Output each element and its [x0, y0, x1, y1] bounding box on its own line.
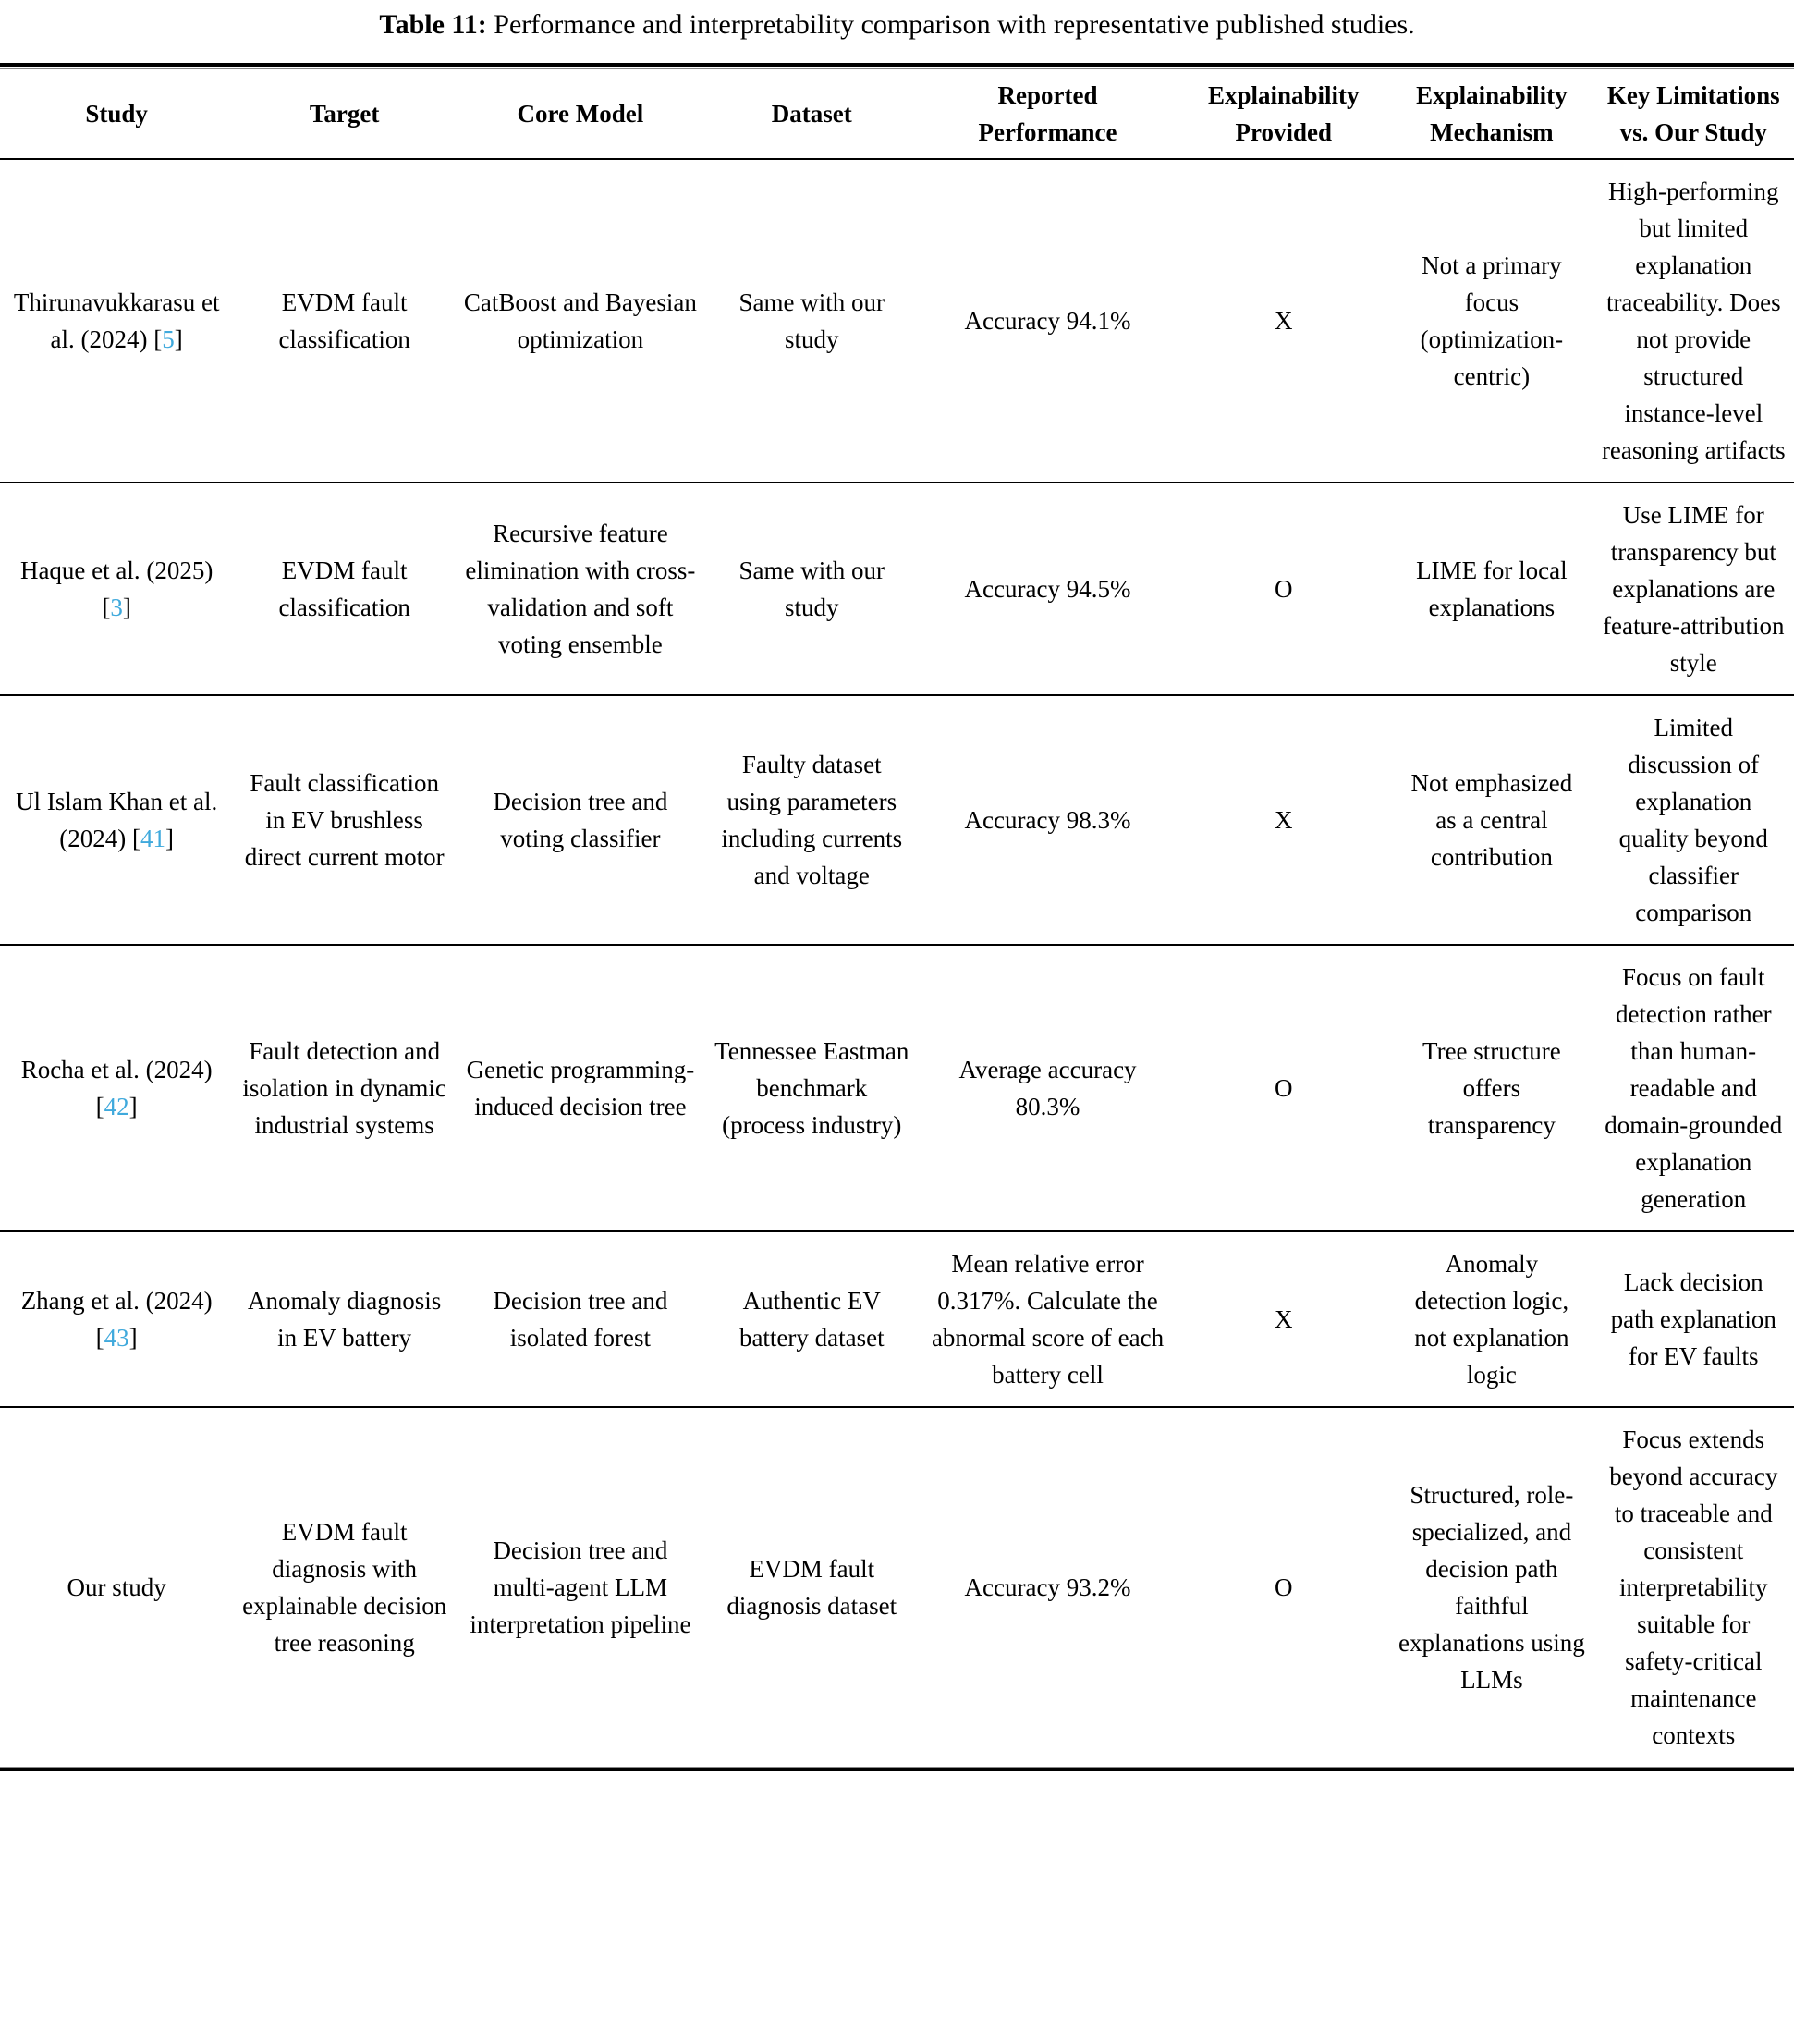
explainability-provided-cell: O	[1177, 1406, 1391, 1767]
explainability-mechanism-cell: LIME for local explanations	[1390, 482, 1593, 695]
explainability-mechanism-cell: Anomaly detection logic, not explanation…	[1390, 1230, 1593, 1407]
explainability-provided-cell: X	[1177, 1230, 1391, 1407]
explainability-provided-cell: O	[1177, 482, 1391, 695]
explainability-mechanism-cell: Not emphasized as a central contribution	[1390, 694, 1593, 945]
citation-link[interactable]: 43	[104, 1324, 129, 1352]
study-text: ]	[174, 325, 183, 353]
explainability-provided-cell: X	[1275, 307, 1293, 335]
study-text: Haque et al. (2025) [	[19, 557, 214, 621]
study-text: Zhang et al. (2024) [	[20, 1287, 213, 1352]
dataset-cell: Tennessee Eastman benchmark (process ind…	[704, 944, 919, 1231]
citation-link[interactable]: 42	[104, 1093, 129, 1120]
study-text: ]	[122, 594, 131, 621]
performance-cell: Accuracy 93.2%	[918, 1406, 1178, 1767]
target-cell: EVDM fault classification	[278, 288, 410, 353]
table-caption-text: Performance and interpretability compari…	[486, 9, 1415, 40]
header-row: Study Target Core Model Dataset Reported…	[0, 69, 1794, 160]
performance-cell: Average accuracy 80.3%	[918, 944, 1178, 1231]
core-model-cell: Decision tree and isolated forest	[456, 1230, 705, 1407]
study-cell: Rocha et al. (2024) [42]	[0, 944, 234, 1231]
limitations-cell: Focus on fault detection rather than hum…	[1593, 944, 1794, 1231]
col-header-key-limitations: Key Limitations vs. Our Study	[1593, 69, 1794, 160]
comparison-table: Study Target Core Model Dataset Reported…	[0, 69, 1794, 1767]
limitations-cell: Focus extends beyond accuracy to traceab…	[1593, 1406, 1794, 1767]
explainability-mechanism-cell: Tree structure offers transparency	[1390, 944, 1593, 1231]
col-header-target: Target	[233, 69, 456, 160]
study-text: Thirunavukkarasu et al. (2024) [	[13, 288, 220, 353]
performance-cell: Accuracy 98.3%	[918, 694, 1178, 945]
study-text: ]	[128, 1093, 138, 1120]
table-row: Thirunavukkarasu et al. (2024) [5] EVDM …	[0, 159, 1794, 483]
explainability-mechanism-cell: Not a primary focus (optimization-centri…	[1420, 251, 1564, 390]
explainability-mechanism-cell: Structured, role-specialized, and decisi…	[1390, 1406, 1593, 1767]
dataset-cell: Faulty dataset using parameters includin…	[704, 694, 919, 945]
explainability-provided-cell: X	[1177, 694, 1391, 945]
table-row: Our study EVDM fault diagnosis with expl…	[0, 1406, 1794, 1767]
core-model-cell: Decision tree and voting classifier	[456, 694, 705, 945]
target-cell: EVDM fault diagnosis with explainable de…	[233, 1406, 456, 1767]
performance-cell: Accuracy 94.5%	[918, 482, 1178, 695]
study-text: Ul Islam Khan et al. (2024) [	[16, 788, 218, 852]
study-text: ]	[128, 1324, 138, 1352]
core-model-cell: Recursive feature elimination with cross…	[456, 482, 705, 695]
citation-link[interactable]: 41	[140, 825, 166, 852]
col-header-core-model: Core Model	[456, 69, 705, 160]
target-cell: Fault detection and isolation in dynamic…	[233, 944, 456, 1231]
table-bottom-rule	[0, 1767, 1794, 1771]
dataset-cell: Same with our study	[704, 482, 919, 695]
core-model-cell: Genetic programming-induced decision tre…	[456, 944, 705, 1231]
study-text: Our study	[67, 1573, 166, 1601]
citation-link[interactable]: 5	[162, 325, 175, 353]
col-header-explainability-provided: Explainability Provided	[1177, 69, 1391, 160]
performance-cell: Accuracy 94.1%	[964, 307, 1131, 335]
study-text: Rocha et al. (2024) [	[20, 1056, 213, 1120]
dataset-cell: EVDM fault diagnosis dataset	[704, 1406, 919, 1767]
study-cell: Thirunavukkarasu et al. (2024) [5]	[0, 159, 233, 483]
table-row: Ul Islam Khan et al. (2024) [41] Fault c…	[0, 694, 1794, 945]
table-row: Haque et al. (2025) [3] EVDM fault class…	[0, 482, 1794, 695]
col-header-explainability-mechanism: Explainability Mechanism	[1390, 69, 1593, 160]
table-caption: Table 11: Performance and interpretabili…	[0, 0, 1794, 63]
study-cell: Our study	[0, 1406, 234, 1767]
table-caption-label: Table 11:	[379, 9, 487, 40]
paper-page: Table 11: Performance and interpretabili…	[0, 0, 1794, 1771]
limitations-cell: Limited discussion of explanation qualit…	[1593, 694, 1794, 945]
dataset-cell: Same with our study	[738, 288, 885, 353]
col-header-dataset: Dataset	[704, 69, 919, 160]
study-cell: Ul Islam Khan et al. (2024) [41]	[0, 694, 234, 945]
limitations-cell: Use LIME for transparency but explanatio…	[1593, 482, 1794, 695]
table-row: Zhang et al. (2024) [43] Anomaly diagnos…	[0, 1230, 1794, 1407]
explainability-provided-cell: O	[1177, 944, 1391, 1231]
col-header-reported-performance: Reported Performance	[918, 69, 1178, 160]
limitations-cell: Lack decision path explanation for EV fa…	[1593, 1230, 1794, 1407]
target-cell: EVDM fault classification	[233, 482, 456, 695]
table-row: Rocha et al. (2024) [42] Fault detection…	[0, 944, 1794, 1231]
study-text: ]	[165, 825, 175, 852]
study-cell: Zhang et al. (2024) [43]	[0, 1230, 234, 1407]
limitations-cell: High-performing but limited explanation …	[1601, 177, 1786, 464]
table-top-rule	[0, 63, 1794, 69]
core-model-cell: Decision tree and multi-agent LLM interp…	[456, 1406, 705, 1767]
dataset-cell: Authentic EV battery dataset	[704, 1230, 919, 1407]
target-cell: Anomaly diagnosis in EV battery	[233, 1230, 456, 1407]
study-cell: Haque et al. (2025) [3]	[0, 482, 234, 695]
col-header-study: Study	[0, 69, 234, 160]
performance-cell: Mean relative error 0.317%. Calculate th…	[918, 1230, 1178, 1407]
core-model-cell: CatBoost and Bayesian optimization	[463, 288, 697, 353]
target-cell: Fault classification in EV brushless dir…	[233, 694, 456, 945]
citation-link[interactable]: 3	[110, 594, 123, 621]
